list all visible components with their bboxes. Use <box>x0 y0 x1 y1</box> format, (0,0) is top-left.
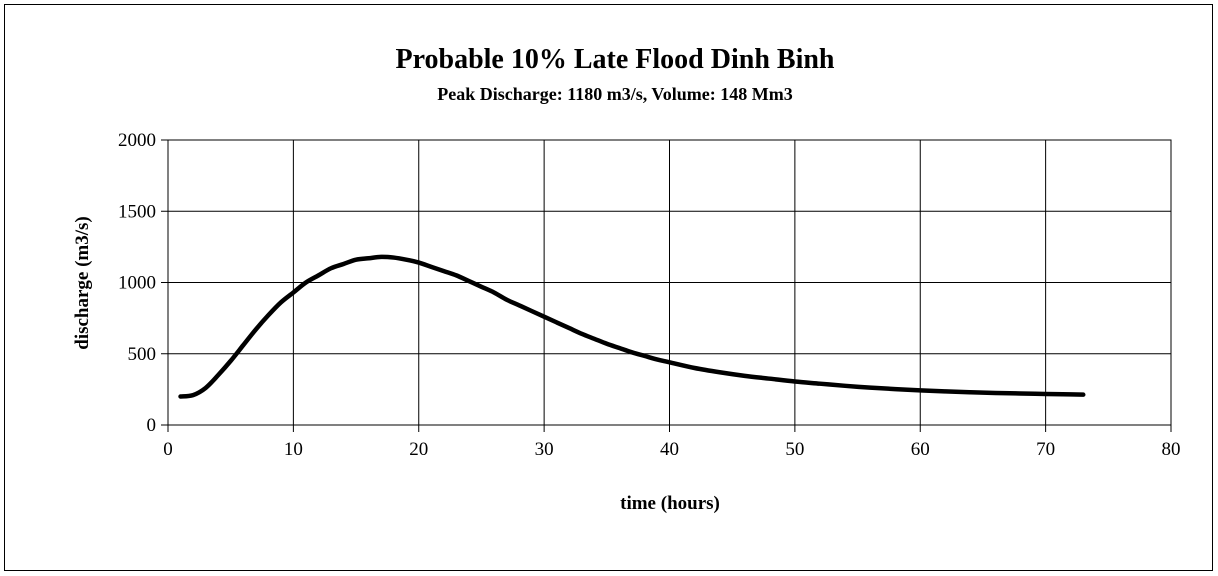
x-tick-label: 60 <box>911 439 930 460</box>
chart-svg: Probable 10% Late Flood Dinh Binh Peak D… <box>72 44 1181 514</box>
x-axis-label: time (hours) <box>620 493 720 514</box>
x-tick-label: 10 <box>284 439 303 460</box>
grid-layer <box>168 140 1171 425</box>
y-axis-label: discharge (m3/s) <box>72 216 93 350</box>
x-tick-label: 70 <box>1036 439 1055 460</box>
y-tick-label: 2000 <box>118 130 156 151</box>
chart-frame: Probable 10% Late Flood Dinh Binh Peak D… <box>4 4 1213 571</box>
tick-label-layer: 0 500 1000 1500 2000 0 10 20 30 40 50 60 70 80 <box>118 130 1181 460</box>
chart-title: Probable 10% Late Flood Dinh Binh <box>395 44 834 75</box>
x-tick-label: 80 <box>1162 439 1181 460</box>
x-tick-label: 50 <box>785 439 804 460</box>
y-tick-label: 1500 <box>118 201 156 222</box>
y-tick-label: 1000 <box>118 273 156 294</box>
discharge-series-line <box>178 254 1086 399</box>
y-tick-label: 500 <box>128 344 157 365</box>
x-tick-label: 0 <box>163 439 173 460</box>
x-tick-label: 30 <box>535 439 554 460</box>
series-layer <box>178 254 1086 399</box>
plot-area-layer <box>161 139 1172 432</box>
x-tick-label: 20 <box>409 439 428 460</box>
chart-subtitle: Peak Discharge: 1180 m3/s, Volume: 148 M… <box>437 84 792 104</box>
x-tick-label: 40 <box>660 439 679 460</box>
y-tick-label: 0 <box>147 415 157 436</box>
